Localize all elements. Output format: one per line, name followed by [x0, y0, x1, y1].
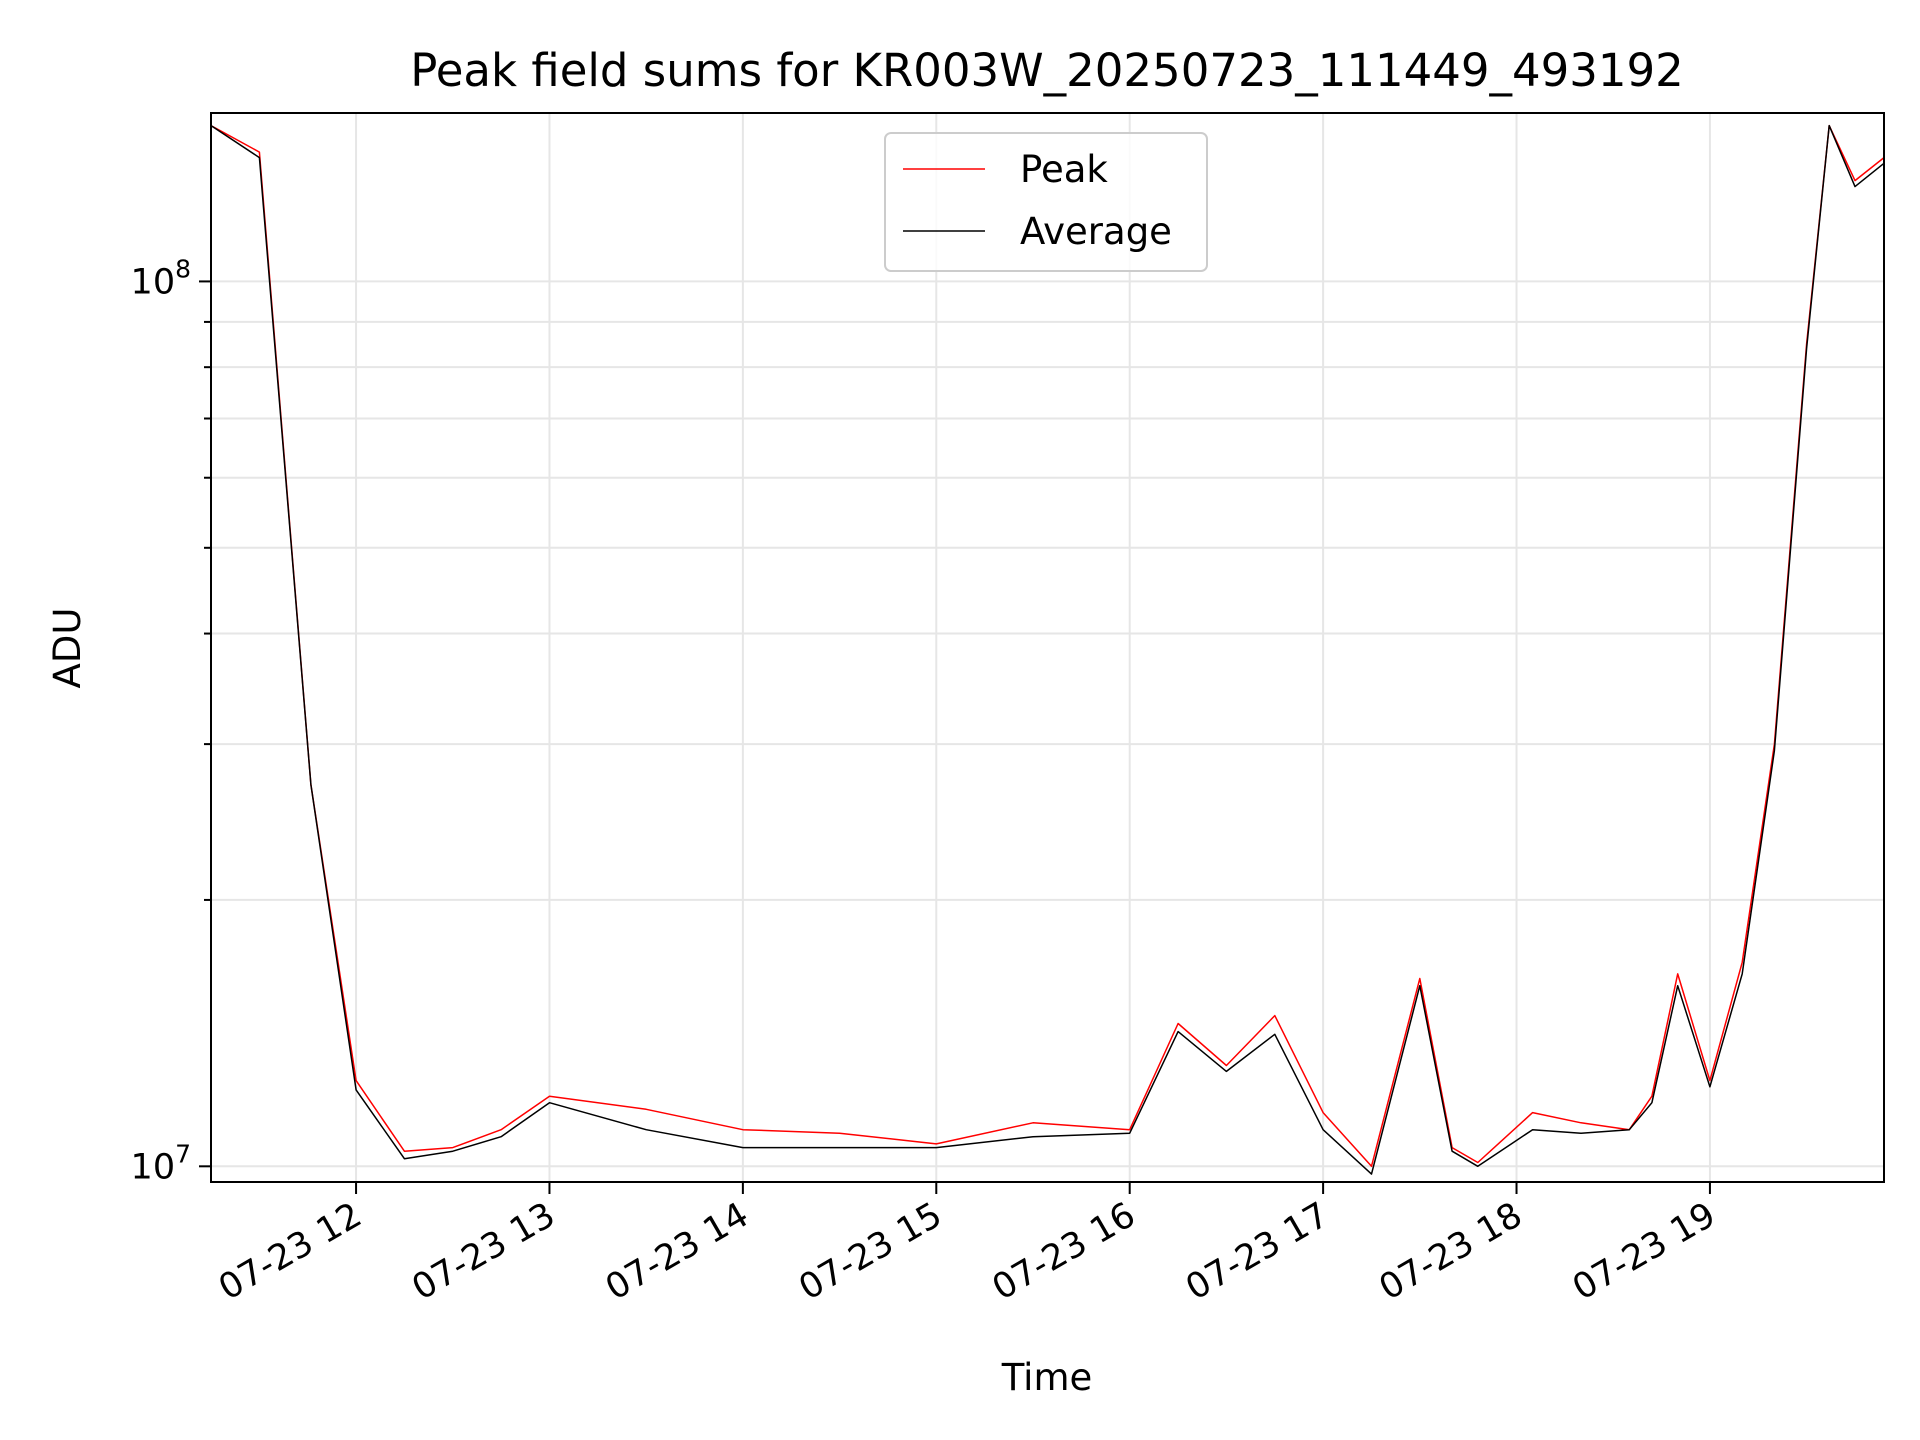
y-tick-exponent: 7	[175, 1139, 191, 1168]
legend-box	[884, 132, 1208, 272]
y-tick-label: 108	[131, 254, 191, 302]
legend-label-peak: Peak	[1020, 148, 1108, 191]
chart-title: Peak field sums for KR003W_20250723_1114…	[410, 44, 1684, 97]
y-tick-base: 10	[131, 1147, 176, 1187]
series-line-peak	[210, 124, 1885, 1168]
y-tick-base: 10	[131, 262, 176, 302]
grid	[211, 113, 1884, 1182]
legend-label-average: Average	[1020, 210, 1172, 253]
x-axis-label: Time	[1001, 1356, 1093, 1399]
series-line-average	[210, 124, 1885, 1175]
y-tick-exponent: 8	[175, 254, 191, 283]
legend: Peak Average	[884, 132, 1208, 272]
y-axis-label: ADU	[46, 608, 89, 689]
plot-area	[210, 112, 1885, 1183]
series-layer	[210, 124, 1885, 1175]
y-tick-label: 107	[131, 1139, 191, 1187]
plot-frame	[210, 112, 1885, 1183]
